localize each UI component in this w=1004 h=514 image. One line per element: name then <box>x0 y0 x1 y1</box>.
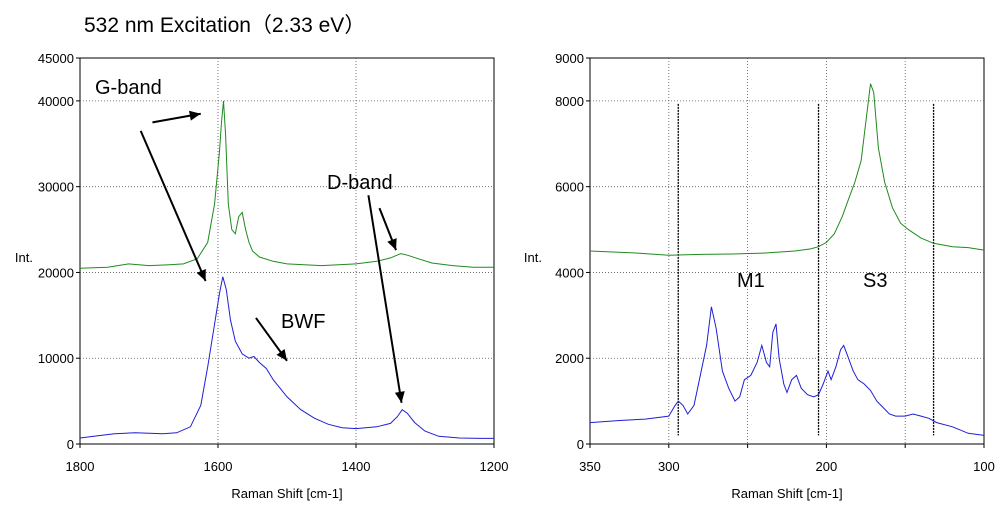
y-tick-label: 4000 <box>555 265 584 280</box>
figure-title: 532 nm Excitation（2.33 eV） <box>84 14 365 37</box>
right-chart: 350 300 200 100 0 2000 4000 6000 8000 9000 Raman S… <box>524 51 995 501</box>
y-tick-label: 0 <box>577 437 584 452</box>
y-axis-label: Int. <box>15 250 33 265</box>
x-tick-label: 1200 <box>480 459 509 474</box>
plot-area <box>79 57 495 445</box>
x-axis-label: Raman Shift [cm-1] <box>731 486 842 501</box>
y-tick-label: 30000 <box>38 180 74 195</box>
x-tick-label: 1400 <box>342 459 371 474</box>
left-chart: 1800 1600 1400 1200 0 10000 20000 30000 40000 450… <box>15 51 509 501</box>
series-line-1 <box>79 276 494 439</box>
plot-area <box>589 57 985 445</box>
arrow-head <box>394 391 405 403</box>
y-tick-label: 40000 <box>38 94 74 109</box>
y-tick-label: 2000 <box>555 351 584 366</box>
annotation-label: D-band <box>327 172 393 194</box>
x-tick-label: 300 <box>658 459 680 474</box>
y-tick-label: 8000 <box>555 94 584 109</box>
x-tick-label: 100 <box>973 459 995 474</box>
x-axis-label: Raman Shift [cm-1] <box>231 486 342 501</box>
x-tick-label: 200 <box>816 459 838 474</box>
arrow-head <box>387 238 397 251</box>
y-tick-label: 45000 <box>38 51 74 66</box>
x-tick-label: 350 <box>579 459 601 474</box>
annotation-label: S3 <box>863 270 887 292</box>
x-tick-label: 1600 <box>204 459 233 474</box>
annotation-arrow <box>139 130 207 282</box>
y-axis-label: Int. <box>524 250 542 265</box>
x-tick-label: 1800 <box>66 459 95 474</box>
series-line-0 <box>589 83 985 256</box>
y-tick-label: 20000 <box>38 265 74 280</box>
annotation-arrow <box>367 195 403 403</box>
y-tick-label: 0 <box>67 437 74 452</box>
y-tick-label: 9000 <box>555 51 584 66</box>
series-line-1 <box>589 306 985 436</box>
y-tick-label: 10000 <box>38 351 74 366</box>
arrow-head <box>189 110 201 121</box>
annotation-label: G-band <box>95 77 162 99</box>
annotation-label: M1 <box>737 270 765 292</box>
annotation-label: BWF <box>281 311 325 333</box>
arrow-head <box>196 268 206 282</box>
y-tick-label: 6000 <box>555 180 584 195</box>
series-line-0 <box>79 100 494 269</box>
arrow-head <box>276 348 287 361</box>
